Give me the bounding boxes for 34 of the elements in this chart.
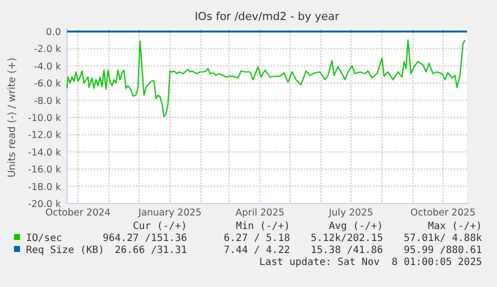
text: 7.44 / 4.22 — [224, 245, 290, 256]
x-tick-label: October 2025 — [410, 208, 476, 218]
line-series — [66, 40, 466, 118]
x-tick-label: July 2025 — [328, 208, 374, 218]
y-axis-title: Units read (-) / write (+) — [7, 57, 18, 178]
text: Last update: Sat Nov 8 01:00:05 2025 — [259, 257, 482, 268]
y-tick-label: -18.0 k — [28, 182, 62, 193]
text: 15.38 /41.86 — [310, 245, 383, 256]
y-tick-label: -20.0 k — [28, 199, 62, 210]
text: Min (-/+) — [236, 221, 290, 232]
y-tick-label: -2.0 k — [34, 44, 62, 56]
text: 6.27 / 5.18 — [224, 233, 290, 244]
x-tick-label: October 2024 — [45, 208, 111, 218]
y-tick-label: -8.0 k — [34, 96, 62, 107]
chart-title: IOs for /dev/md2 - by year — [194, 10, 340, 23]
text: Max (-/+) — [428, 221, 482, 232]
y-tick-label: -14.0 k — [28, 147, 62, 158]
y-tick-label: -12.0 k — [28, 130, 62, 142]
y-tick-label: -4.0 k — [34, 61, 62, 72]
y-tick-label: -16.0 k — [28, 164, 62, 176]
legend-label: Req Size (KB) — [26, 245, 104, 256]
y-tick-label: 0.0 — [46, 27, 61, 38]
y-tick-label: -6.0 k — [34, 78, 62, 90]
text: 5.12k/202.15 — [310, 233, 383, 244]
text: Cur (-/+) — [132, 221, 187, 232]
x-tick-label: January 2025 — [137, 208, 202, 218]
x-tick-label: April 2025 — [236, 208, 284, 218]
text: 95.99 /880.61 — [404, 245, 482, 256]
y-tick-label: -10.0 k — [28, 113, 62, 124]
text: Avg (-/+) — [328, 221, 383, 232]
text: 964.27 /151.36 — [102, 233, 187, 244]
text: 26.66 /31.31 — [114, 245, 187, 256]
text: 57.01k/ 4.88k — [404, 233, 482, 244]
legend-label: IO/sec — [26, 233, 62, 244]
